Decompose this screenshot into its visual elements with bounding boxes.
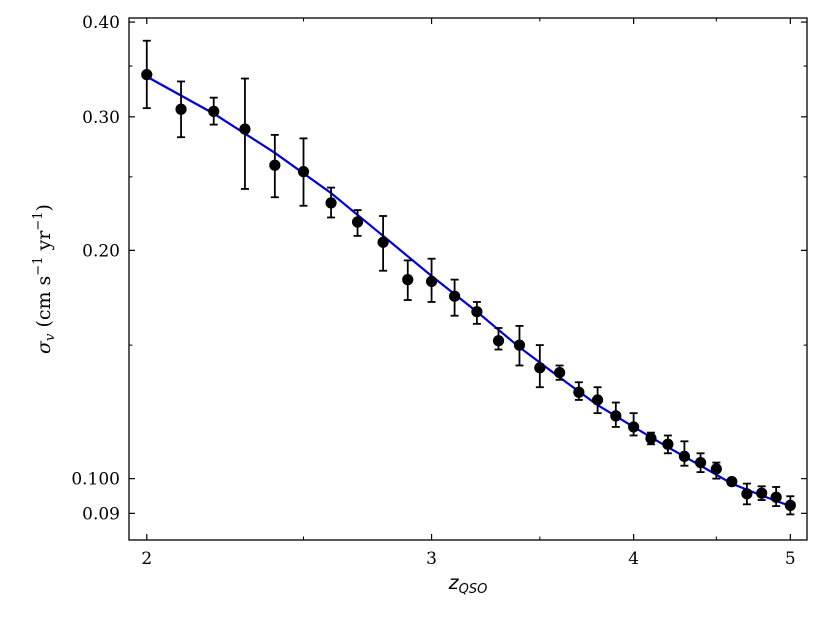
data-point (554, 366, 566, 379)
data-point (141, 69, 153, 81)
data-point (208, 105, 220, 117)
y-tick-label: 0.20 (82, 241, 120, 261)
x-tick-label: 3 (426, 549, 437, 569)
y-axis-label-exponent: −1 (31, 211, 46, 230)
y-axis-label-unit: (cm s (33, 276, 55, 334)
axis-ticks (129, 18, 807, 540)
data-point (325, 197, 337, 209)
data-point (351, 216, 364, 228)
data-point (239, 123, 251, 135)
y-axis-label-exponent: −1 (31, 257, 46, 276)
x-tick-label: 2 (141, 549, 152, 569)
data-point (377, 236, 389, 248)
data-point (573, 386, 585, 398)
y-tick-label: 0.100 (71, 470, 120, 490)
data-point (678, 450, 691, 462)
y-axis-label: σv (cm s−1 yr−1) (31, 204, 58, 354)
data-point-layer (141, 69, 796, 511)
data-point (784, 499, 796, 511)
y-tick-label: 0.40 (82, 13, 120, 33)
data-point (513, 339, 526, 351)
data-point (610, 410, 622, 422)
plot-frame (128, 17, 808, 541)
tick-labels: 2 3 4 5 0.09 0.100 0.20 0.30 0.40 (71, 13, 795, 569)
x-axis-label: zQSO (448, 572, 488, 597)
y-tick-label: 0.30 (82, 108, 120, 128)
y-axis-label-unit: yr (33, 230, 55, 257)
data-point (628, 421, 640, 433)
data-point (425, 275, 438, 288)
data-point (269, 159, 281, 171)
data-point (471, 306, 483, 318)
x-tick-label: 5 (785, 549, 796, 569)
data-point (402, 274, 414, 286)
data-point (770, 491, 782, 503)
y-axis-label-unit: ) (33, 204, 55, 211)
data-point (726, 476, 738, 488)
data-point (297, 166, 310, 178)
data-point (492, 335, 505, 347)
x-tick-label: 4 (628, 549, 639, 569)
data-point (175, 103, 187, 115)
data-point (645, 432, 657, 444)
data-point (591, 394, 604, 406)
data-point (694, 456, 707, 469)
y-axis-label-subscript: v (43, 333, 58, 341)
y-axis-label-symbol: σ (33, 340, 55, 354)
data-point (662, 438, 674, 450)
data-point (534, 362, 546, 374)
data-point (741, 488, 753, 500)
x-axis-label-symbol: z (448, 572, 460, 594)
y-tick-label: 0.09 (82, 504, 120, 524)
data-point (710, 463, 722, 475)
data-point (448, 290, 461, 302)
data-point (756, 487, 768, 499)
x-axis-label-subscript: QSO (459, 582, 488, 597)
